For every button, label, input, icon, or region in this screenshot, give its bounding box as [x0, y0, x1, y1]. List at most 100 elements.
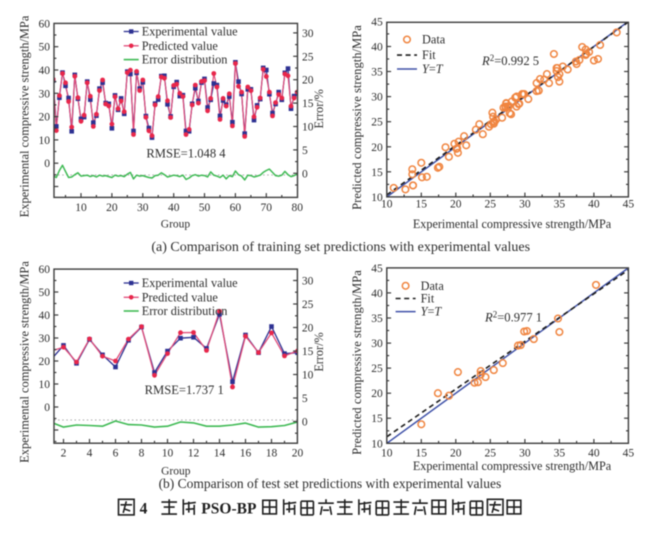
svg-text:6: 6 — [113, 448, 119, 460]
svg-text:60: 60 — [39, 264, 51, 276]
svg-text:Error distribution: Error distribution — [142, 304, 228, 318]
svg-text:45: 45 — [623, 199, 635, 211]
svg-text:Predicted compressive strength: Predicted compressive strength/MPa — [350, 25, 364, 210]
svg-text:10: 10 — [371, 438, 383, 450]
svg-text:20: 20 — [450, 448, 462, 460]
svg-text:Error distribution: Error distribution — [142, 53, 228, 67]
svg-text:30: 30 — [371, 92, 383, 104]
svg-text:0: 0 — [302, 417, 308, 429]
svg-text:50: 50 — [199, 202, 211, 214]
svg-text:40: 40 — [39, 65, 51, 77]
svg-text:20: 20 — [39, 112, 51, 124]
svg-text:30: 30 — [302, 28, 314, 40]
svg-text:20: 20 — [302, 75, 314, 87]
svg-text:20: 20 — [371, 388, 383, 400]
svg-text:25: 25 — [302, 51, 314, 63]
svg-text:PSO-BP: PSO-BP — [201, 500, 257, 517]
svg-text:45: 45 — [371, 16, 383, 28]
svg-text:15: 15 — [416, 448, 428, 460]
svg-text:30: 30 — [39, 88, 51, 100]
svg-text:60: 60 — [39, 18, 51, 30]
svg-text:25: 25 — [302, 299, 314, 311]
svg-text:0: 0 — [302, 168, 308, 180]
svg-text:70: 70 — [261, 202, 273, 214]
svg-text:40: 40 — [39, 310, 51, 322]
svg-text:20: 20 — [39, 356, 51, 368]
svg-text:30: 30 — [302, 276, 314, 288]
svg-text:5: 5 — [302, 393, 308, 405]
svg-text:10: 10 — [381, 199, 393, 211]
svg-text:Predicted compressive strength: Predicted compressive strength/MPa — [350, 270, 364, 455]
svg-text:10: 10 — [381, 448, 393, 460]
svg-text:R2=0.992 5: R2=0.992 5 — [481, 53, 539, 68]
svg-text:40: 40 — [168, 202, 180, 214]
svg-text:35: 35 — [554, 448, 566, 460]
svg-text:Fit: Fit — [421, 292, 435, 306]
svg-text:20: 20 — [106, 202, 118, 214]
svg-text:20: 20 — [371, 142, 383, 154]
svg-text:Predicted value: Predicted value — [142, 290, 219, 304]
svg-text:Error/%: Error/% — [312, 89, 326, 128]
svg-text:25: 25 — [485, 199, 497, 211]
svg-text:8: 8 — [139, 448, 145, 460]
svg-text:50: 50 — [39, 42, 51, 54]
svg-text:80: 80 — [291, 202, 303, 214]
svg-text:60: 60 — [230, 202, 242, 214]
svg-text:10: 10 — [39, 379, 51, 391]
svg-text:Experimental value: Experimental value — [142, 25, 238, 39]
svg-text:12: 12 — [188, 448, 200, 460]
svg-text:RMSE=1.737 1: RMSE=1.737 1 — [145, 383, 224, 397]
svg-text:Group: Group — [161, 466, 191, 478]
svg-text:Y=T: Y=T — [422, 62, 444, 76]
svg-text:30: 30 — [371, 338, 383, 350]
svg-text:35: 35 — [371, 67, 383, 79]
svg-text:RMSE=1.048 4: RMSE=1.048 4 — [146, 147, 226, 161]
svg-text:18: 18 — [266, 448, 278, 460]
svg-text:Data: Data — [422, 33, 446, 47]
svg-text:Fit: Fit — [422, 48, 436, 62]
svg-text:Predicted value: Predicted value — [142, 39, 219, 53]
svg-text:Y=T: Y=T — [421, 305, 443, 319]
svg-text:2: 2 — [61, 448, 67, 460]
svg-text:4: 4 — [140, 500, 148, 517]
svg-text:15: 15 — [302, 346, 314, 358]
svg-text:40: 40 — [588, 448, 600, 460]
svg-text:30: 30 — [519, 448, 531, 460]
svg-text:15: 15 — [416, 199, 428, 211]
svg-text:14: 14 — [214, 448, 226, 460]
svg-text:25: 25 — [371, 363, 383, 375]
svg-text:40: 40 — [371, 42, 383, 54]
svg-text:0: 0 — [44, 402, 50, 414]
svg-text:Experimental compressive stren: Experimental compressive strength/MPa — [413, 217, 612, 231]
svg-text:20: 20 — [292, 448, 304, 460]
svg-text:Data: Data — [421, 279, 445, 293]
svg-text:10: 10 — [39, 135, 51, 147]
svg-text:35: 35 — [554, 199, 566, 211]
svg-text:10: 10 — [371, 192, 383, 204]
svg-text:0: 0 — [44, 158, 50, 170]
svg-text:15: 15 — [302, 98, 314, 110]
svg-text:Group: Group — [161, 218, 191, 230]
svg-text:16: 16 — [240, 448, 252, 460]
svg-text:30: 30 — [39, 333, 51, 345]
svg-text:15: 15 — [371, 167, 383, 179]
svg-text:10: 10 — [162, 448, 174, 460]
svg-text:10: 10 — [302, 370, 314, 382]
svg-text:50: 50 — [39, 287, 51, 299]
svg-text:25: 25 — [485, 448, 497, 460]
svg-text:30: 30 — [137, 202, 149, 214]
svg-text:5: 5 — [302, 145, 308, 157]
svg-text:Experimental compressive stren: Experimental compressive strength/MPa — [18, 15, 32, 217]
svg-text:25: 25 — [371, 117, 383, 129]
svg-text:10: 10 — [302, 122, 314, 134]
svg-text:45: 45 — [623, 448, 635, 460]
svg-text:4: 4 — [87, 448, 93, 460]
svg-text:20: 20 — [302, 323, 314, 335]
svg-text:Experimental compressive stren: Experimental compressive strength/MPa — [18, 261, 32, 463]
svg-text:R2=0.977 1: R2=0.977 1 — [484, 310, 542, 325]
svg-text:45: 45 — [371, 263, 383, 275]
svg-text:Experimental compressive stren: Experimental compressive strength/MPa — [413, 459, 612, 473]
svg-text:Experimental value: Experimental value — [142, 276, 238, 290]
svg-text:30: 30 — [519, 199, 531, 211]
svg-text:(a) Comparison of training set: (a) Comparison of training set predictio… — [151, 240, 530, 255]
